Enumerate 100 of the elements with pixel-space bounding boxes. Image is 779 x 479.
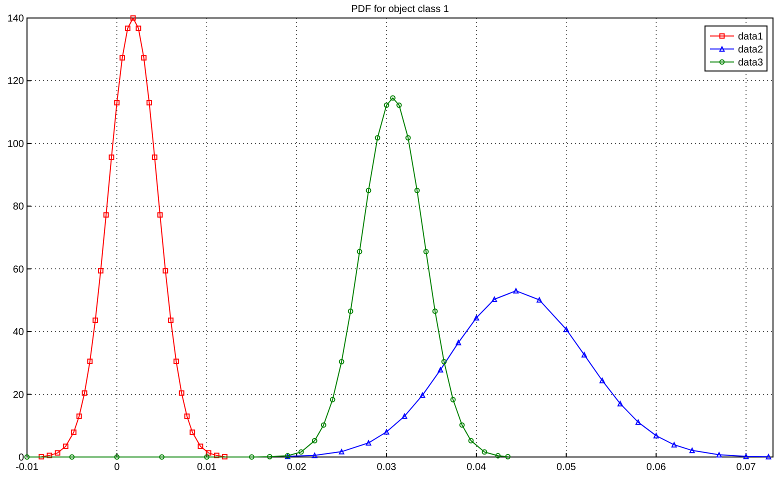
point — [266, 454, 272, 460]
point — [24, 454, 30, 460]
y-tick-label: 40 — [12, 327, 24, 338]
point — [69, 454, 75, 460]
point — [190, 430, 196, 435]
point — [450, 396, 456, 402]
point — [384, 102, 390, 108]
x-tick-label: 0.06 — [646, 462, 666, 473]
point — [98, 268, 104, 274]
point — [653, 432, 659, 438]
point — [62, 444, 68, 450]
point — [536, 297, 542, 303]
point — [159, 454, 165, 460]
x-tick-label: 0.03 — [376, 462, 397, 473]
point — [87, 358, 93, 364]
point — [396, 102, 402, 108]
point — [459, 422, 465, 428]
y-tick-label: 60 — [12, 264, 24, 276]
point — [206, 450, 212, 456]
x-tick-label: 0.04 — [466, 462, 487, 473]
point — [38, 454, 44, 460]
point — [456, 340, 462, 346]
point — [618, 400, 623, 406]
y-tick-label: 20 — [12, 390, 24, 401]
x-tick-label: -0.01 — [16, 462, 39, 473]
point — [174, 358, 179, 364]
point — [390, 95, 396, 101]
x-tick-label: 0.05 — [556, 462, 576, 473]
y-tick-label: 0 — [18, 452, 24, 464]
point — [330, 396, 336, 402]
point — [114, 454, 120, 460]
point — [564, 326, 569, 332]
point — [312, 452, 318, 458]
point — [366, 440, 372, 446]
point — [495, 453, 501, 458]
point — [766, 454, 772, 460]
point — [366, 188, 372, 194]
point — [178, 390, 184, 396]
point — [157, 212, 163, 218]
point — [120, 55, 125, 61]
point — [513, 288, 519, 294]
point — [108, 154, 114, 160]
point — [432, 308, 438, 314]
point — [374, 135, 380, 140]
x-tick-label: 0.02 — [286, 462, 307, 473]
point — [249, 454, 254, 460]
point — [671, 442, 677, 448]
point — [716, 452, 722, 458]
point — [54, 450, 60, 456]
point — [743, 454, 749, 460]
point — [423, 248, 429, 254]
point — [689, 448, 695, 454]
point — [338, 358, 344, 364]
point — [582, 352, 587, 358]
point — [136, 26, 142, 32]
chart-title: PDF for object class 1 — [351, 4, 450, 15]
point — [441, 358, 447, 364]
point — [204, 454, 210, 460]
legend-label: data2 — [738, 44, 764, 56]
point — [198, 444, 204, 450]
point — [492, 296, 498, 302]
point — [46, 452, 52, 458]
point — [320, 422, 326, 428]
point — [76, 414, 82, 419]
point — [414, 188, 420, 194]
point — [468, 438, 474, 444]
point — [141, 55, 147, 61]
point — [348, 308, 354, 314]
x-tick-label: 0.07 — [736, 462, 756, 473]
point — [71, 430, 76, 435]
legend-label: data1 — [738, 32, 764, 42]
point — [635, 419, 641, 425]
point — [214, 452, 220, 458]
point — [146, 100, 152, 106]
point — [600, 378, 605, 384]
point — [222, 454, 228, 460]
point — [130, 15, 136, 21]
point — [474, 315, 480, 320]
y-tick-label: 120 — [7, 76, 24, 88]
point — [356, 248, 362, 254]
point — [482, 449, 488, 455]
point — [103, 212, 109, 218]
point — [124, 26, 130, 32]
point — [184, 414, 190, 419]
point — [114, 100, 120, 106]
point — [162, 268, 168, 274]
point — [384, 429, 390, 435]
point — [338, 448, 344, 454]
point — [438, 367, 444, 373]
point — [298, 449, 304, 455]
y-tick-label: 140 — [7, 14, 24, 24]
point — [82, 390, 88, 396]
point — [168, 318, 174, 323]
point — [312, 438, 318, 444]
x-tick-label: 0 — [114, 462, 120, 473]
point — [505, 454, 511, 460]
point — [92, 318, 98, 323]
y-tick-label: 80 — [12, 202, 24, 213]
y-tick-label: 100 — [7, 138, 24, 150]
legend-label: data3 — [738, 58, 764, 68]
